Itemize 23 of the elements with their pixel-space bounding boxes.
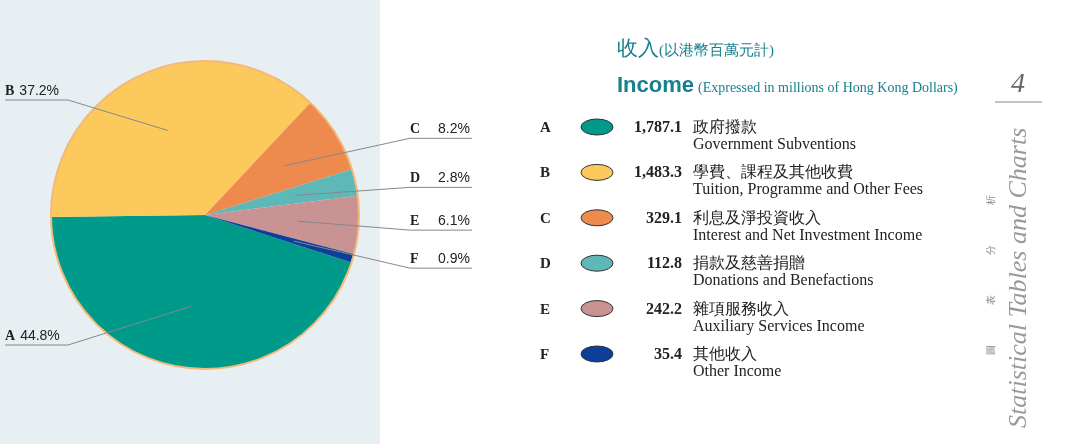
data-label: 2.8% bbox=[438, 169, 470, 186]
text: 圖表分析 bbox=[985, 155, 996, 355]
data-label: 37.2% bbox=[19, 82, 60, 98]
legend-label: B bbox=[540, 164, 551, 181]
data-label: 44.8% bbox=[20, 327, 60, 343]
text: Statistical Tables and Charts bbox=[1003, 127, 1032, 428]
text: 4 bbox=[1011, 67, 1025, 98]
legend-label: C bbox=[540, 209, 551, 226]
legend-label: F bbox=[540, 346, 550, 362]
legend-label: D bbox=[540, 255, 551, 272]
slice-label: A bbox=[5, 328, 16, 343]
slice-label: C bbox=[410, 121, 421, 137]
slice-label: F bbox=[410, 251, 419, 267]
legend-label: A bbox=[540, 119, 551, 135]
slice-label: D bbox=[410, 170, 421, 186]
data-label: 6.1% bbox=[438, 212, 470, 229]
data-label: 8.2% bbox=[438, 120, 470, 137]
text: Income (Expressed in millions of Hong Kong Dollars) bbox=[617, 72, 959, 97]
slice-label: E bbox=[410, 213, 420, 229]
data-label: 0.9% bbox=[438, 250, 470, 267]
legend-label: E bbox=[540, 300, 551, 317]
text: 收入(以港幣百萬元計) bbox=[617, 36, 774, 60]
slice-label: B bbox=[5, 83, 15, 98]
